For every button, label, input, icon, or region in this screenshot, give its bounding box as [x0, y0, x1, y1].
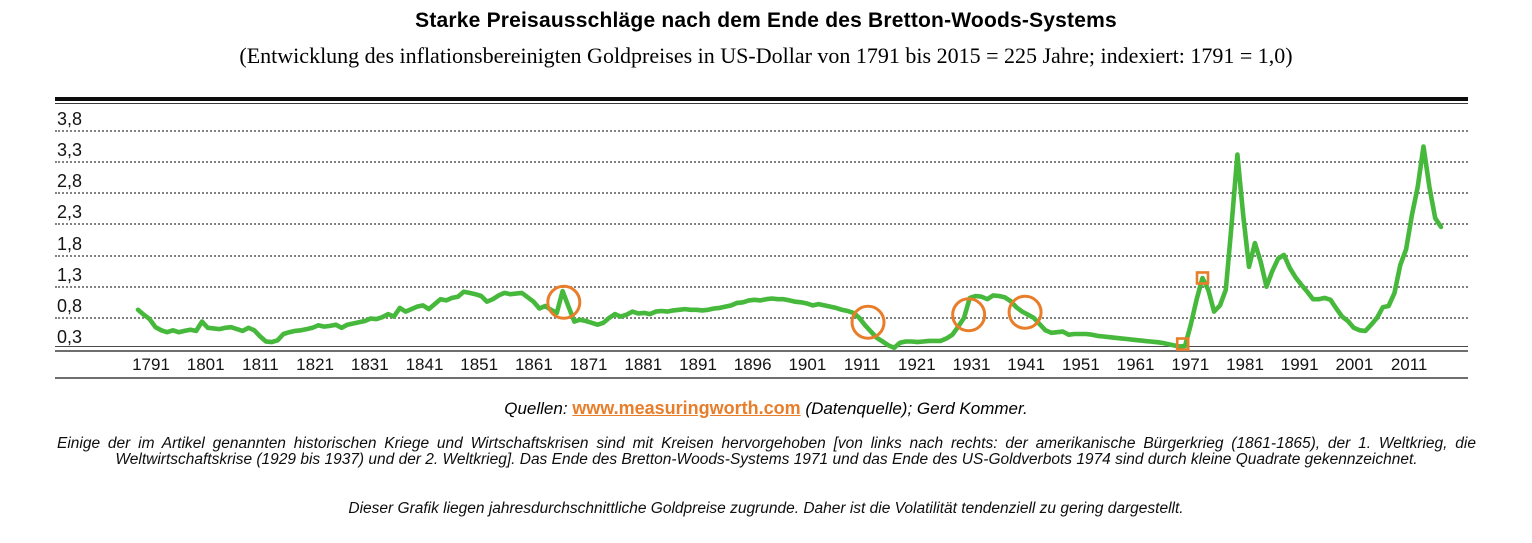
x-tick-label: 1891 — [679, 355, 717, 374]
event-circle-annotation — [951, 297, 987, 333]
gridline — [55, 192, 1468, 195]
x-tick-label: 1971 — [1171, 355, 1210, 374]
gridline — [55, 316, 1468, 319]
gridline — [55, 223, 1468, 226]
x-tick-label: 1931 — [952, 355, 991, 374]
x-tick-label: 1961 — [1116, 355, 1155, 374]
x-tick-label: 1991 — [1280, 355, 1319, 374]
x-axis-line-upper — [55, 346, 1468, 347]
x-tick-label: 2011 — [1390, 355, 1428, 374]
y-tick-label: 2,8 — [57, 171, 83, 192]
chart-title: Starke Preisausschläge nach dem Ende des… — [415, 9, 1117, 32]
x-tick-label: 1841 — [405, 355, 444, 374]
y-tick-label: 1,3 — [57, 264, 83, 285]
x-tick-label: 1861 — [514, 355, 553, 374]
y-tick-label: 0,3 — [57, 327, 83, 347]
sources-prefix: Quellen: — [504, 399, 568, 418]
y-tick-label: 0,8 — [57, 295, 83, 316]
plot-top-border-thin — [55, 103, 1468, 104]
volatility-footnote: Dieser Grafik liegen jahresdurchschnittl… — [348, 500, 1184, 517]
label-strip-bottom-border — [55, 377, 1468, 379]
x-tick-label: 1791 — [132, 355, 170, 374]
x-tick-label: 2001 — [1335, 355, 1374, 374]
x-tick-label: 1831 — [350, 355, 389, 374]
gridline — [55, 254, 1468, 257]
event-square-annotation — [1195, 271, 1210, 285]
sources-suffix: (Datenquelle); Gerd Kommer. — [805, 399, 1028, 418]
x-tick-label: 1921 — [897, 355, 936, 374]
plot-top-border — [55, 97, 1468, 101]
x-axis-line-lower — [55, 350, 1468, 352]
x-tick-label: 1801 — [186, 355, 225, 374]
x-tick-label: 1881 — [624, 355, 663, 374]
annotation-footnote: Einige der im Artikel genannten historis… — [57, 435, 1476, 468]
measuringworth-link[interactable]: www.measuringworth.com — [572, 398, 801, 418]
y-tick-label: 3,3 — [57, 140, 83, 161]
gridline — [55, 285, 1468, 288]
y-tick-label: 1,8 — [57, 233, 83, 254]
x-tick-label: 1811 — [242, 355, 279, 374]
event-circle-annotation — [1007, 294, 1043, 330]
y-tick-label: 3,8 — [57, 108, 83, 129]
event-circle-annotation — [850, 304, 886, 340]
chart-subtitle: (Entwicklung des inflationsbereinigten G… — [239, 43, 1293, 68]
gridline — [55, 161, 1468, 164]
x-tick-label: 1941 — [1007, 355, 1046, 374]
x-tick-label: 1821 — [296, 355, 335, 374]
x-tick-label: 1981 — [1226, 355, 1264, 374]
event-circle-annotation — [546, 284, 582, 320]
x-tick-label: 1896 — [733, 355, 772, 374]
x-tick-label: 1951 — [1061, 355, 1100, 374]
event-square-annotation — [1175, 337, 1190, 351]
y-tick-label: 2,3 — [57, 202, 83, 223]
x-tick-label: 1911 — [843, 355, 881, 374]
sources-line: Quellen: www.measuringworth.com (Datenqu… — [0, 398, 1532, 419]
x-tick-label: 1871 — [569, 355, 608, 374]
x-tick-label: 1901 — [788, 355, 827, 374]
x-tick-label: 1851 — [460, 355, 499, 374]
gridline — [55, 129, 1468, 132]
gold-price-line — [135, 144, 1444, 351]
